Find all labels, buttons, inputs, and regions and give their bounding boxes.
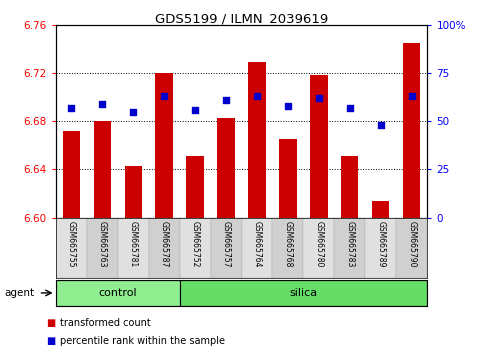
Text: GSM665752: GSM665752 — [190, 221, 199, 267]
Bar — [56, 218, 86, 278]
Bar — [94, 121, 111, 218]
Point — [253, 93, 261, 99]
Text: GSM665780: GSM665780 — [314, 221, 324, 267]
Text: GSM665789: GSM665789 — [376, 221, 385, 267]
Text: silica: silica — [289, 288, 317, 298]
Text: GSM665757: GSM665757 — [222, 221, 230, 267]
Bar — [334, 218, 366, 278]
Point — [346, 105, 354, 110]
Bar — [62, 131, 80, 218]
Bar — [149, 218, 180, 278]
Bar — [366, 218, 397, 278]
Bar — [217, 118, 235, 218]
Bar — [372, 201, 389, 218]
Point — [191, 107, 199, 113]
Text: ■: ■ — [46, 318, 56, 328]
Text: GSM665781: GSM665781 — [128, 221, 138, 267]
Bar — [186, 156, 203, 218]
Point — [98, 101, 106, 107]
Bar — [86, 218, 117, 278]
Bar — [248, 62, 266, 218]
Bar — [56, 280, 180, 306]
Point — [160, 93, 168, 99]
Text: agent: agent — [5, 288, 35, 298]
Bar — [242, 218, 272, 278]
Text: transformed count: transformed count — [60, 318, 151, 328]
Text: GSM665783: GSM665783 — [345, 221, 355, 267]
Text: GSM665764: GSM665764 — [253, 221, 261, 267]
Bar — [341, 156, 358, 218]
Bar — [272, 218, 303, 278]
Text: percentile rank within the sample: percentile rank within the sample — [60, 336, 226, 346]
Point — [315, 95, 323, 101]
Point — [284, 103, 292, 109]
Text: GSM665755: GSM665755 — [67, 221, 75, 267]
Bar — [180, 280, 427, 306]
Text: GSM665763: GSM665763 — [98, 221, 107, 267]
Bar — [117, 218, 149, 278]
Point — [67, 105, 75, 110]
Text: GSM665768: GSM665768 — [284, 221, 293, 267]
Text: ■: ■ — [46, 336, 56, 346]
Text: GSM665790: GSM665790 — [408, 221, 416, 267]
Bar — [311, 75, 327, 218]
Point — [222, 97, 230, 103]
Bar — [180, 218, 211, 278]
Point — [408, 93, 416, 99]
Text: GDS5199 / ILMN_2039619: GDS5199 / ILMN_2039619 — [155, 12, 328, 25]
Text: GSM665787: GSM665787 — [159, 221, 169, 267]
Bar — [403, 43, 421, 218]
Bar — [156, 73, 172, 218]
Bar — [125, 166, 142, 218]
Point — [129, 109, 137, 114]
Bar — [303, 218, 334, 278]
Text: control: control — [98, 288, 137, 298]
Bar — [397, 218, 427, 278]
Point — [377, 122, 385, 128]
Bar — [280, 139, 297, 218]
Bar — [211, 218, 242, 278]
